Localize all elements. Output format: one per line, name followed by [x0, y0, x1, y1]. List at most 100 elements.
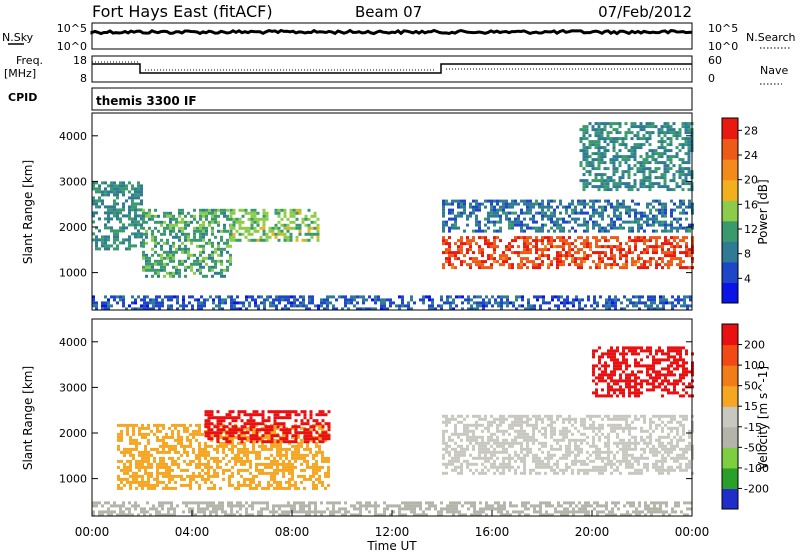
heatmap-cell [135, 444, 138, 448]
heatmap-cell [598, 394, 601, 398]
heatmap-cell [210, 410, 214, 414]
heatmap-cell [481, 263, 484, 267]
heatmap-cell [646, 245, 649, 249]
heatmap-cell [499, 239, 502, 243]
heatmap-cell [639, 179, 643, 183]
heatmap-cell [240, 468, 243, 472]
heatmap-cell [448, 462, 451, 466]
heatmap-cell [172, 223, 175, 227]
heatmap-cell [598, 346, 601, 350]
heatmap-cell [240, 425, 244, 429]
y-tick-label: 2000 [59, 221, 87, 234]
heatmap-cell [220, 247, 223, 251]
heatmap-cell [134, 232, 137, 236]
heatmap-cell [261, 447, 264, 451]
heatmap-cell [469, 429, 472, 433]
heatmap-cell [249, 450, 252, 454]
heatmap-cell [163, 262, 166, 266]
heatmap-cell [514, 236, 517, 240]
heatmap-cell [250, 214, 254, 218]
heatmap-cell [646, 441, 649, 445]
heatmap-cell [202, 250, 205, 254]
heatmap-cell [654, 152, 658, 156]
heatmap-cell [150, 453, 153, 457]
heatmap-cell [669, 149, 673, 153]
heatmap-cell [273, 468, 276, 472]
heatmap-cell [649, 202, 652, 206]
heatmap-cell [134, 193, 137, 197]
heatmap-cell [253, 211, 257, 215]
heatmap-cell [594, 134, 598, 138]
heatmap-cell [279, 456, 282, 460]
heatmap-cell [448, 217, 451, 221]
heatmap-cell [183, 426, 186, 430]
heatmap-cell [675, 146, 679, 150]
heatmap-cell [478, 245, 481, 249]
heatmap-cell [285, 440, 289, 444]
heatmap-cell [202, 223, 205, 227]
heatmap-cell [610, 426, 613, 430]
heatmap-cell [601, 214, 604, 218]
heatmap-cell [631, 220, 634, 224]
heatmap-cell [202, 211, 205, 215]
heatmap-cell [559, 260, 562, 264]
heatmap-cell [445, 202, 448, 206]
heatmap-cell [466, 223, 469, 227]
heatmap-cell [132, 480, 135, 484]
heatmap-cell [643, 438, 646, 442]
heatmap-cell [264, 456, 267, 460]
heatmap-cell [613, 429, 616, 433]
heatmap-cell [131, 220, 134, 224]
heatmap-cell [442, 223, 445, 227]
heatmap-cell [526, 441, 529, 445]
heatmap-cell [664, 220, 667, 224]
heatmap-cell [129, 480, 132, 484]
heatmap-cell [490, 266, 493, 270]
heatmap-cell [110, 205, 113, 209]
heatmap-cell [661, 220, 664, 224]
heatmap-cell [606, 182, 610, 186]
heatmap-cell [265, 235, 269, 239]
heatmap-cell [687, 161, 691, 165]
heatmap-cell [294, 486, 297, 490]
heatmap-cell [260, 295, 263, 299]
heatmap-cell [491, 304, 494, 308]
heatmap-cell [634, 245, 637, 249]
heatmap-cell [171, 435, 174, 439]
heatmap-cell [657, 176, 661, 180]
colorbar-tick-label: 24 [744, 149, 758, 162]
heatmap-cell [604, 229, 607, 233]
heatmap-cell [212, 307, 215, 311]
heatmap-cell [229, 223, 233, 227]
heatmap-cell [120, 438, 123, 442]
heatmap-cell [499, 205, 502, 209]
heatmap-cell [138, 480, 141, 484]
heatmap-cell [193, 235, 196, 239]
heatmap-cell [610, 223, 613, 227]
heatmap-cell [472, 429, 475, 433]
heatmap-cell [523, 471, 526, 475]
heatmap-cell [553, 208, 556, 212]
heatmap-cell [175, 223, 178, 227]
heatmap-cell [116, 202, 119, 206]
heatmap-cell [597, 125, 601, 129]
heatmap-cell [615, 128, 619, 132]
heatmap-cell [541, 432, 544, 436]
heatmap-cell [315, 423, 318, 427]
heatmap-cell [520, 459, 523, 463]
heatmap-cell [122, 214, 125, 218]
heatmap-cell [186, 426, 189, 430]
heatmap-cell [261, 413, 265, 417]
heatmap-cell [652, 236, 655, 240]
heatmap-cell [582, 155, 586, 159]
heatmap-cell [612, 158, 616, 162]
heatmap-cell [609, 176, 613, 180]
heatmap-cell [98, 238, 101, 242]
heatmap-cell [293, 301, 296, 305]
heatmap-cell [213, 456, 216, 460]
heatmap-cell [577, 266, 580, 270]
heatmap-cell [214, 262, 217, 266]
heatmap-cell [228, 413, 232, 417]
heatmap-cell [625, 257, 628, 261]
heatmap-cell [317, 304, 320, 308]
